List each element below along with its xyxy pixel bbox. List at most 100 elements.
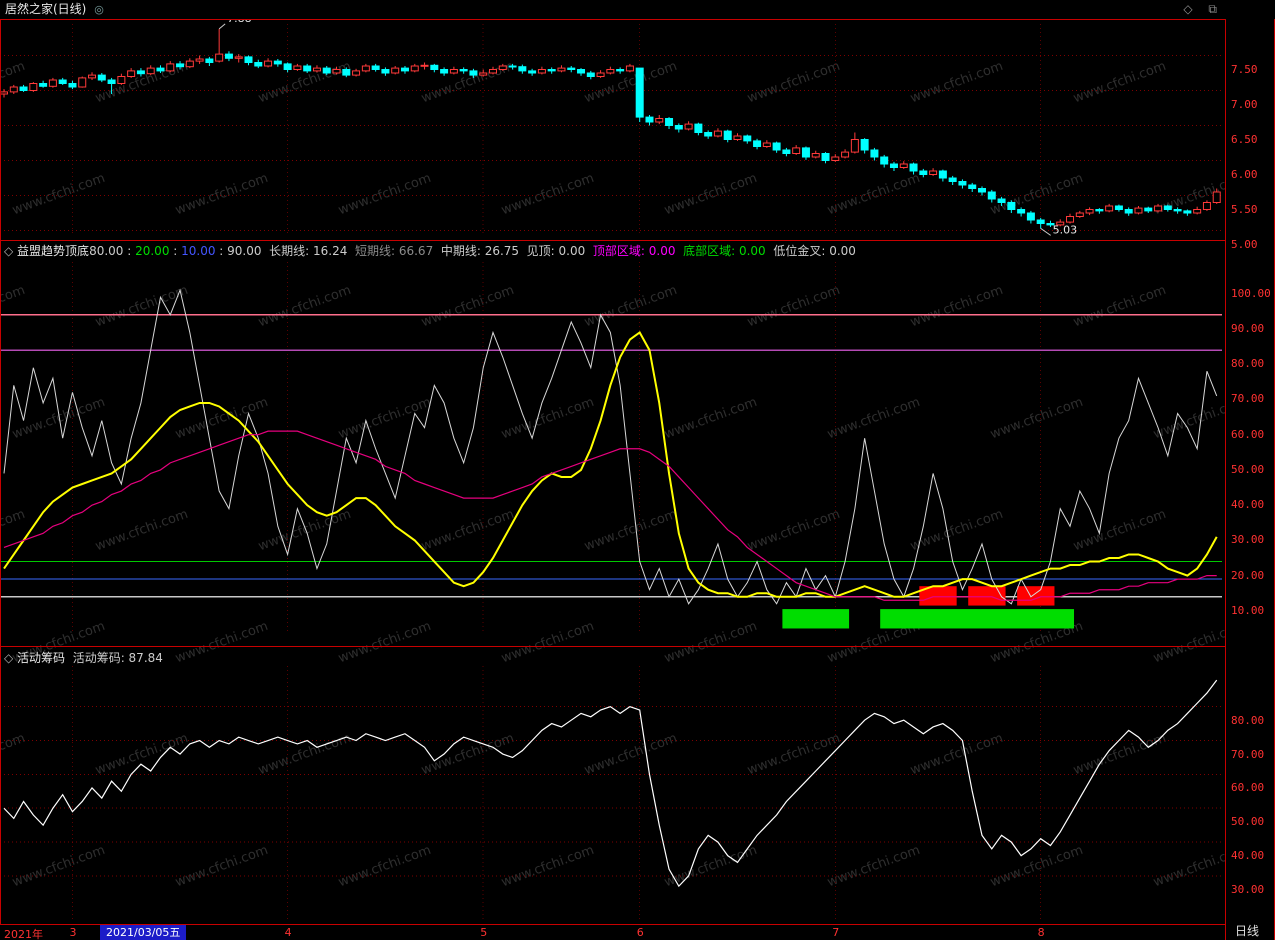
candle-body: [48, 79, 57, 87]
candle-body: [821, 153, 830, 161]
param: 10.00: [181, 244, 216, 258]
candle-body: [391, 67, 400, 74]
candle-body: [987, 191, 996, 200]
axis-tick: 5.00: [1231, 237, 1258, 251]
candle-body: [479, 72, 488, 76]
candle-body: [713, 130, 722, 137]
candle-body: [948, 177, 957, 182]
price-axis-column[interactable]: 日线 7.50 7.00 6.50 6.00 5.50 5.00 100.00 90.00 80…: [1225, 19, 1275, 940]
candle-body: [1046, 223, 1055, 226]
indicator-title: 活动筹码: [17, 651, 66, 665]
month-label[interactable]: 6: [636, 926, 644, 939]
candle-body: [655, 118, 664, 123]
trend-series: [3, 430, 1217, 601]
trend-indicator-header[interactable]: ◇ 益盟趋势顶底80.00 : 20.00 : 10.00 : 90.00 长期…: [4, 242, 856, 258]
month-label[interactable]: 5: [480, 926, 488, 939]
candle-body: [156, 67, 165, 72]
candle-body: [978, 188, 986, 193]
axis-tick: 70.00: [1231, 392, 1265, 406]
month-label[interactable]: 4: [284, 926, 292, 939]
candle-body: [361, 65, 370, 72]
panel-marker-icon: ◇: [4, 651, 18, 665]
candle-body: [283, 63, 292, 71]
chips-indicator-header[interactable]: ◇ 活动筹码 活动筹码: 87.84: [4, 649, 163, 665]
candle-body: [811, 153, 820, 158]
candle-body: [684, 123, 693, 130]
candle-body: [1183, 210, 1192, 214]
axis-tick: 70.00: [1231, 747, 1265, 761]
candle-body: [625, 65, 634, 72]
candle-body: [557, 67, 566, 72]
panel-separator: [0, 646, 1275, 647]
axis-tick: 30.00: [1231, 533, 1265, 547]
candle-body: [97, 74, 106, 81]
candle-body: [694, 123, 703, 133]
candle-body: [606, 69, 615, 74]
window-restore-icon[interactable]: ⧉: [1208, 2, 1217, 16]
axis-tick: 60.00: [1231, 781, 1265, 795]
candle-body: [958, 181, 967, 186]
candle-body: [1066, 216, 1075, 223]
month-label[interactable]: 3: [69, 926, 77, 939]
candle-body: [498, 65, 507, 70]
candle-body: [332, 69, 341, 74]
candle-body: [1056, 221, 1065, 226]
candle-body: [968, 184, 977, 189]
candle-body: [704, 132, 713, 137]
candle-body: [850, 139, 859, 153]
stock-title[interactable]: 居然之家(日线): [5, 2, 87, 16]
candle-body: [997, 198, 1006, 203]
candle-body: [322, 67, 331, 74]
axis-tick: 100.00: [1231, 286, 1271, 300]
axis-tick: 10.00: [1231, 603, 1265, 617]
param: 80.00: [89, 244, 124, 258]
axis-tick: 6.00: [1231, 167, 1258, 181]
candle-body: [1026, 212, 1035, 221]
charts-canvas[interactable]: 7.885.03: [0, 0, 1225, 940]
period-label[interactable]: 日线: [1235, 924, 1260, 938]
candle-body: [1085, 209, 1094, 214]
param: 20.00: [135, 244, 170, 258]
top_zone-signal-block: [968, 586, 1006, 606]
selected-date-badge[interactable]: 2021/03/05五: [100, 925, 187, 940]
time-axis-bar[interactable]: 2021年 2021/03/05五 3 4 5 6 7 8: [0, 925, 1225, 940]
month-label[interactable]: 8: [1037, 926, 1045, 939]
candle-body: [753, 140, 762, 147]
candle-body: [58, 79, 67, 84]
candle-body: [743, 135, 752, 142]
diamond-icon[interactable]: ◇: [1183, 2, 1193, 16]
axis-tick: 7.00: [1231, 97, 1258, 111]
axis-tick: 40.00: [1231, 498, 1265, 512]
candle-body: [400, 67, 409, 72]
candle-body: [176, 63, 185, 68]
candle-body: [537, 69, 546, 74]
candle-body: [889, 163, 898, 168]
bottom_zone-signal-block: [880, 609, 1075, 629]
candle-body: [264, 60, 273, 67]
candle-body: [577, 69, 586, 74]
month-label[interactable]: 7: [832, 926, 840, 939]
axis-tick: 80.00: [1231, 713, 1265, 727]
candle-body: [195, 58, 204, 62]
candle-body: [342, 69, 351, 76]
candle-body: [880, 156, 889, 165]
axis-tick: 40.00: [1231, 849, 1265, 863]
top-zone-value: 顶部区域: 0.00: [585, 244, 676, 258]
candle-body: [9, 86, 18, 93]
stock-info-icon[interactable]: ◎: [94, 3, 104, 16]
candle-body: [782, 149, 791, 154]
candle-body: [1134, 207, 1143, 214]
candle-body: [489, 69, 497, 74]
long-line-value: 长期线: 16.24: [261, 244, 348, 258]
candle-body: [899, 163, 908, 168]
candle-body: [1075, 212, 1084, 217]
indicator-title: 益盟趋势顶底: [17, 244, 90, 258]
candle-body: [567, 67, 576, 70]
top_zone-signal-block: [919, 586, 957, 606]
chips-value: 活动筹码: 87.84: [65, 651, 163, 665]
candle-body: [909, 163, 918, 172]
candle-body: [508, 65, 517, 68]
candle-body: [596, 72, 605, 77]
candle-body: [1144, 207, 1153, 212]
